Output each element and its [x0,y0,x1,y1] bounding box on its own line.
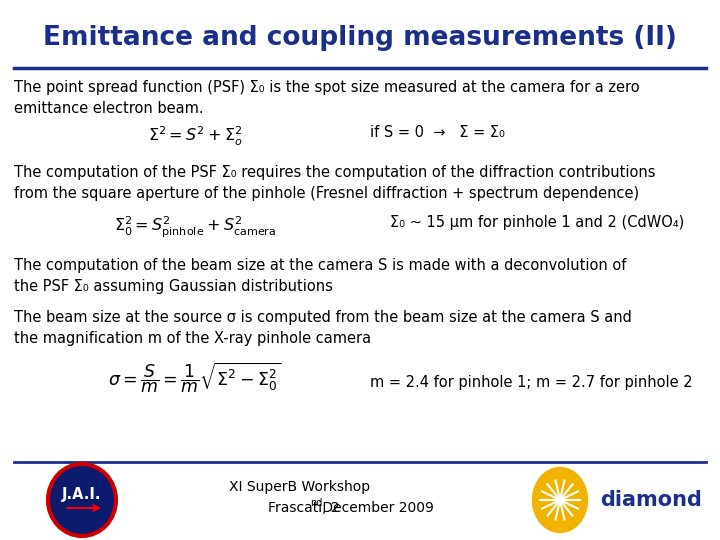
Text: $\Sigma^2 = S^2 + \Sigma_o^2$: $\Sigma^2 = S^2 + \Sigma_o^2$ [148,125,243,148]
Text: Σ₀ ~ 15 μm for pinhole 1 and 2 (CdWO₄): Σ₀ ~ 15 μm for pinhole 1 and 2 (CdWO₄) [390,215,684,230]
Text: nd: nd [310,498,323,508]
Text: if S = 0  →   Σ = Σ₀: if S = 0 → Σ = Σ₀ [370,125,505,140]
Ellipse shape [533,468,588,532]
Text: The point spread function (PSF) Σ₀ is the spot size measured at the camera for a: The point spread function (PSF) Σ₀ is th… [14,80,639,116]
Text: The computation of the beam size at the camera S is made with a deconvolution of: The computation of the beam size at the … [14,258,626,294]
Text: The computation of the PSF Σ₀ requires the computation of the diffraction contri: The computation of the PSF Σ₀ requires t… [14,165,655,201]
Text: $\sigma = \dfrac{S}{m} = \dfrac{1}{m}\sqrt{\Sigma^2 - \Sigma_0^2}$: $\sigma = \dfrac{S}{m} = \dfrac{1}{m}\sq… [109,360,282,395]
Text: XI SuperB Workshop: XI SuperB Workshop [230,480,371,494]
Text: $\Sigma_0^2 = S_{\mathrm{pinhole}}^2 + S_{\mathrm{camera}}^2$: $\Sigma_0^2 = S_{\mathrm{pinhole}}^2 + S… [114,215,276,240]
Text: The beam size at the source σ is computed from the beam size at the camera S and: The beam size at the source σ is compute… [14,310,632,346]
Text: December 2009: December 2009 [318,501,434,515]
Text: Frascati, 2: Frascati, 2 [268,501,340,515]
Text: diamond: diamond [600,490,702,510]
Text: m = 2.4 for pinhole 1; m = 2.7 for pinhole 2: m = 2.4 for pinhole 1; m = 2.7 for pinho… [370,375,693,390]
Ellipse shape [48,464,116,536]
Text: Emittance and coupling measurements (II): Emittance and coupling measurements (II) [43,25,677,51]
Text: J.A.I.: J.A.I. [62,487,102,502]
